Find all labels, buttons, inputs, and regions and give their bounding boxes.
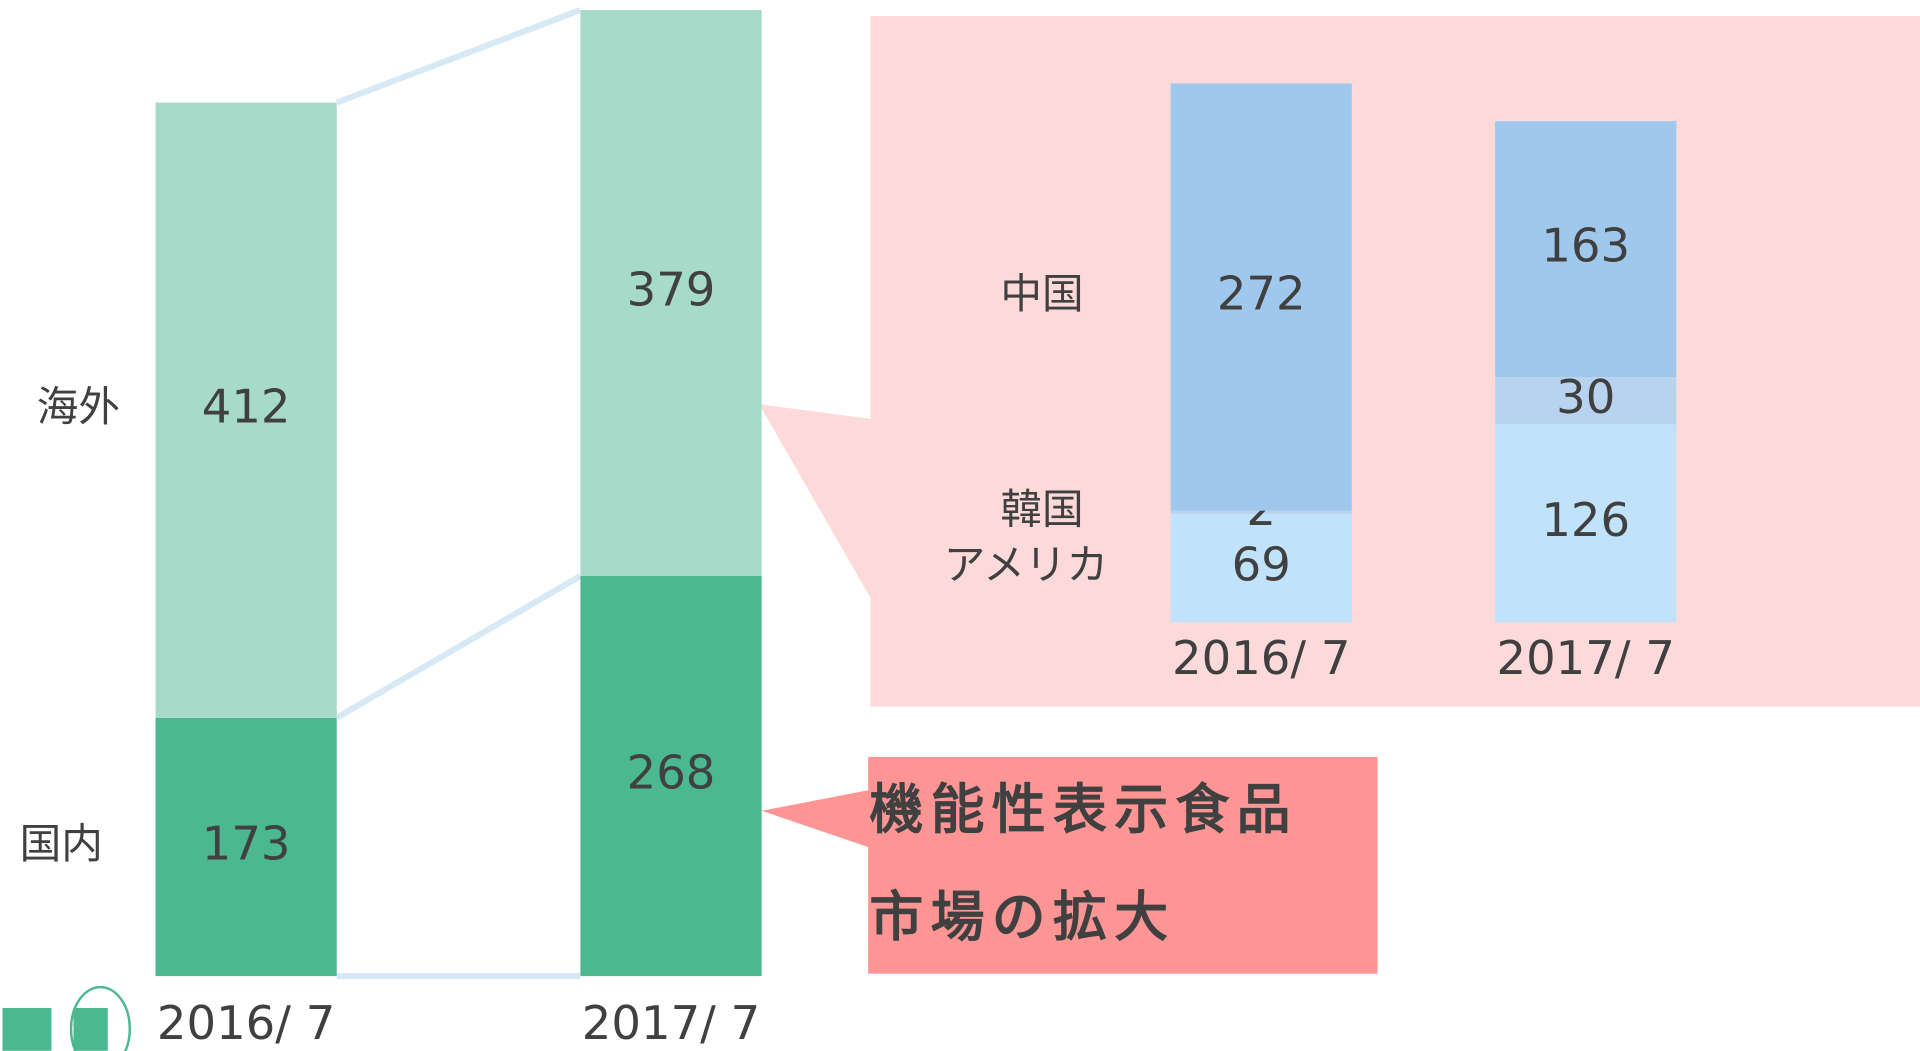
bar-segment [155,102,337,718]
logo [2,985,132,1051]
detail-panel [870,16,1920,707]
value-label: 163 [1541,219,1630,273]
series-name: 韓国 [1000,484,1083,533]
bar-segment [580,575,762,977]
series-name: 中国 [1000,269,1083,318]
bar-segment [1170,83,1352,511]
bar-segment [580,9,762,576]
callout-text: 市場の拡大 [869,886,1175,949]
callout-text: 機能性表示食品 [869,778,1297,841]
bar-segment [1170,513,1352,623]
value-label: 272 [1217,267,1306,321]
bar-segment [155,717,337,977]
value-label: 69 [1232,538,1291,592]
value-label: 30 [1556,370,1615,424]
value-label: 268 [627,746,716,800]
category-label: 2017/ 7 [582,996,760,1050]
series-name: 国内 [20,819,103,868]
category-label: 2016/ 7 [1172,631,1350,685]
series-name: アメリカ [944,540,1108,589]
connector [335,7,582,106]
value-label: 412 [202,380,291,434]
value-label: 379 [627,262,716,316]
connector [335,573,582,721]
panel-pointer [759,404,872,601]
callout-box [868,756,1378,974]
category-label: 2017/ 7 [1496,631,1674,685]
bar-segment [1170,510,1352,514]
value-label: 126 [1541,493,1630,547]
series-name: 海外 [37,382,120,431]
category-label: 2016/ 7 [157,996,335,1050]
callout-pointer [761,789,870,848]
bar-segment [1495,377,1677,425]
bar-segment [1495,424,1677,623]
bar-segment [1495,121,1677,378]
value-label: 173 [202,816,291,870]
